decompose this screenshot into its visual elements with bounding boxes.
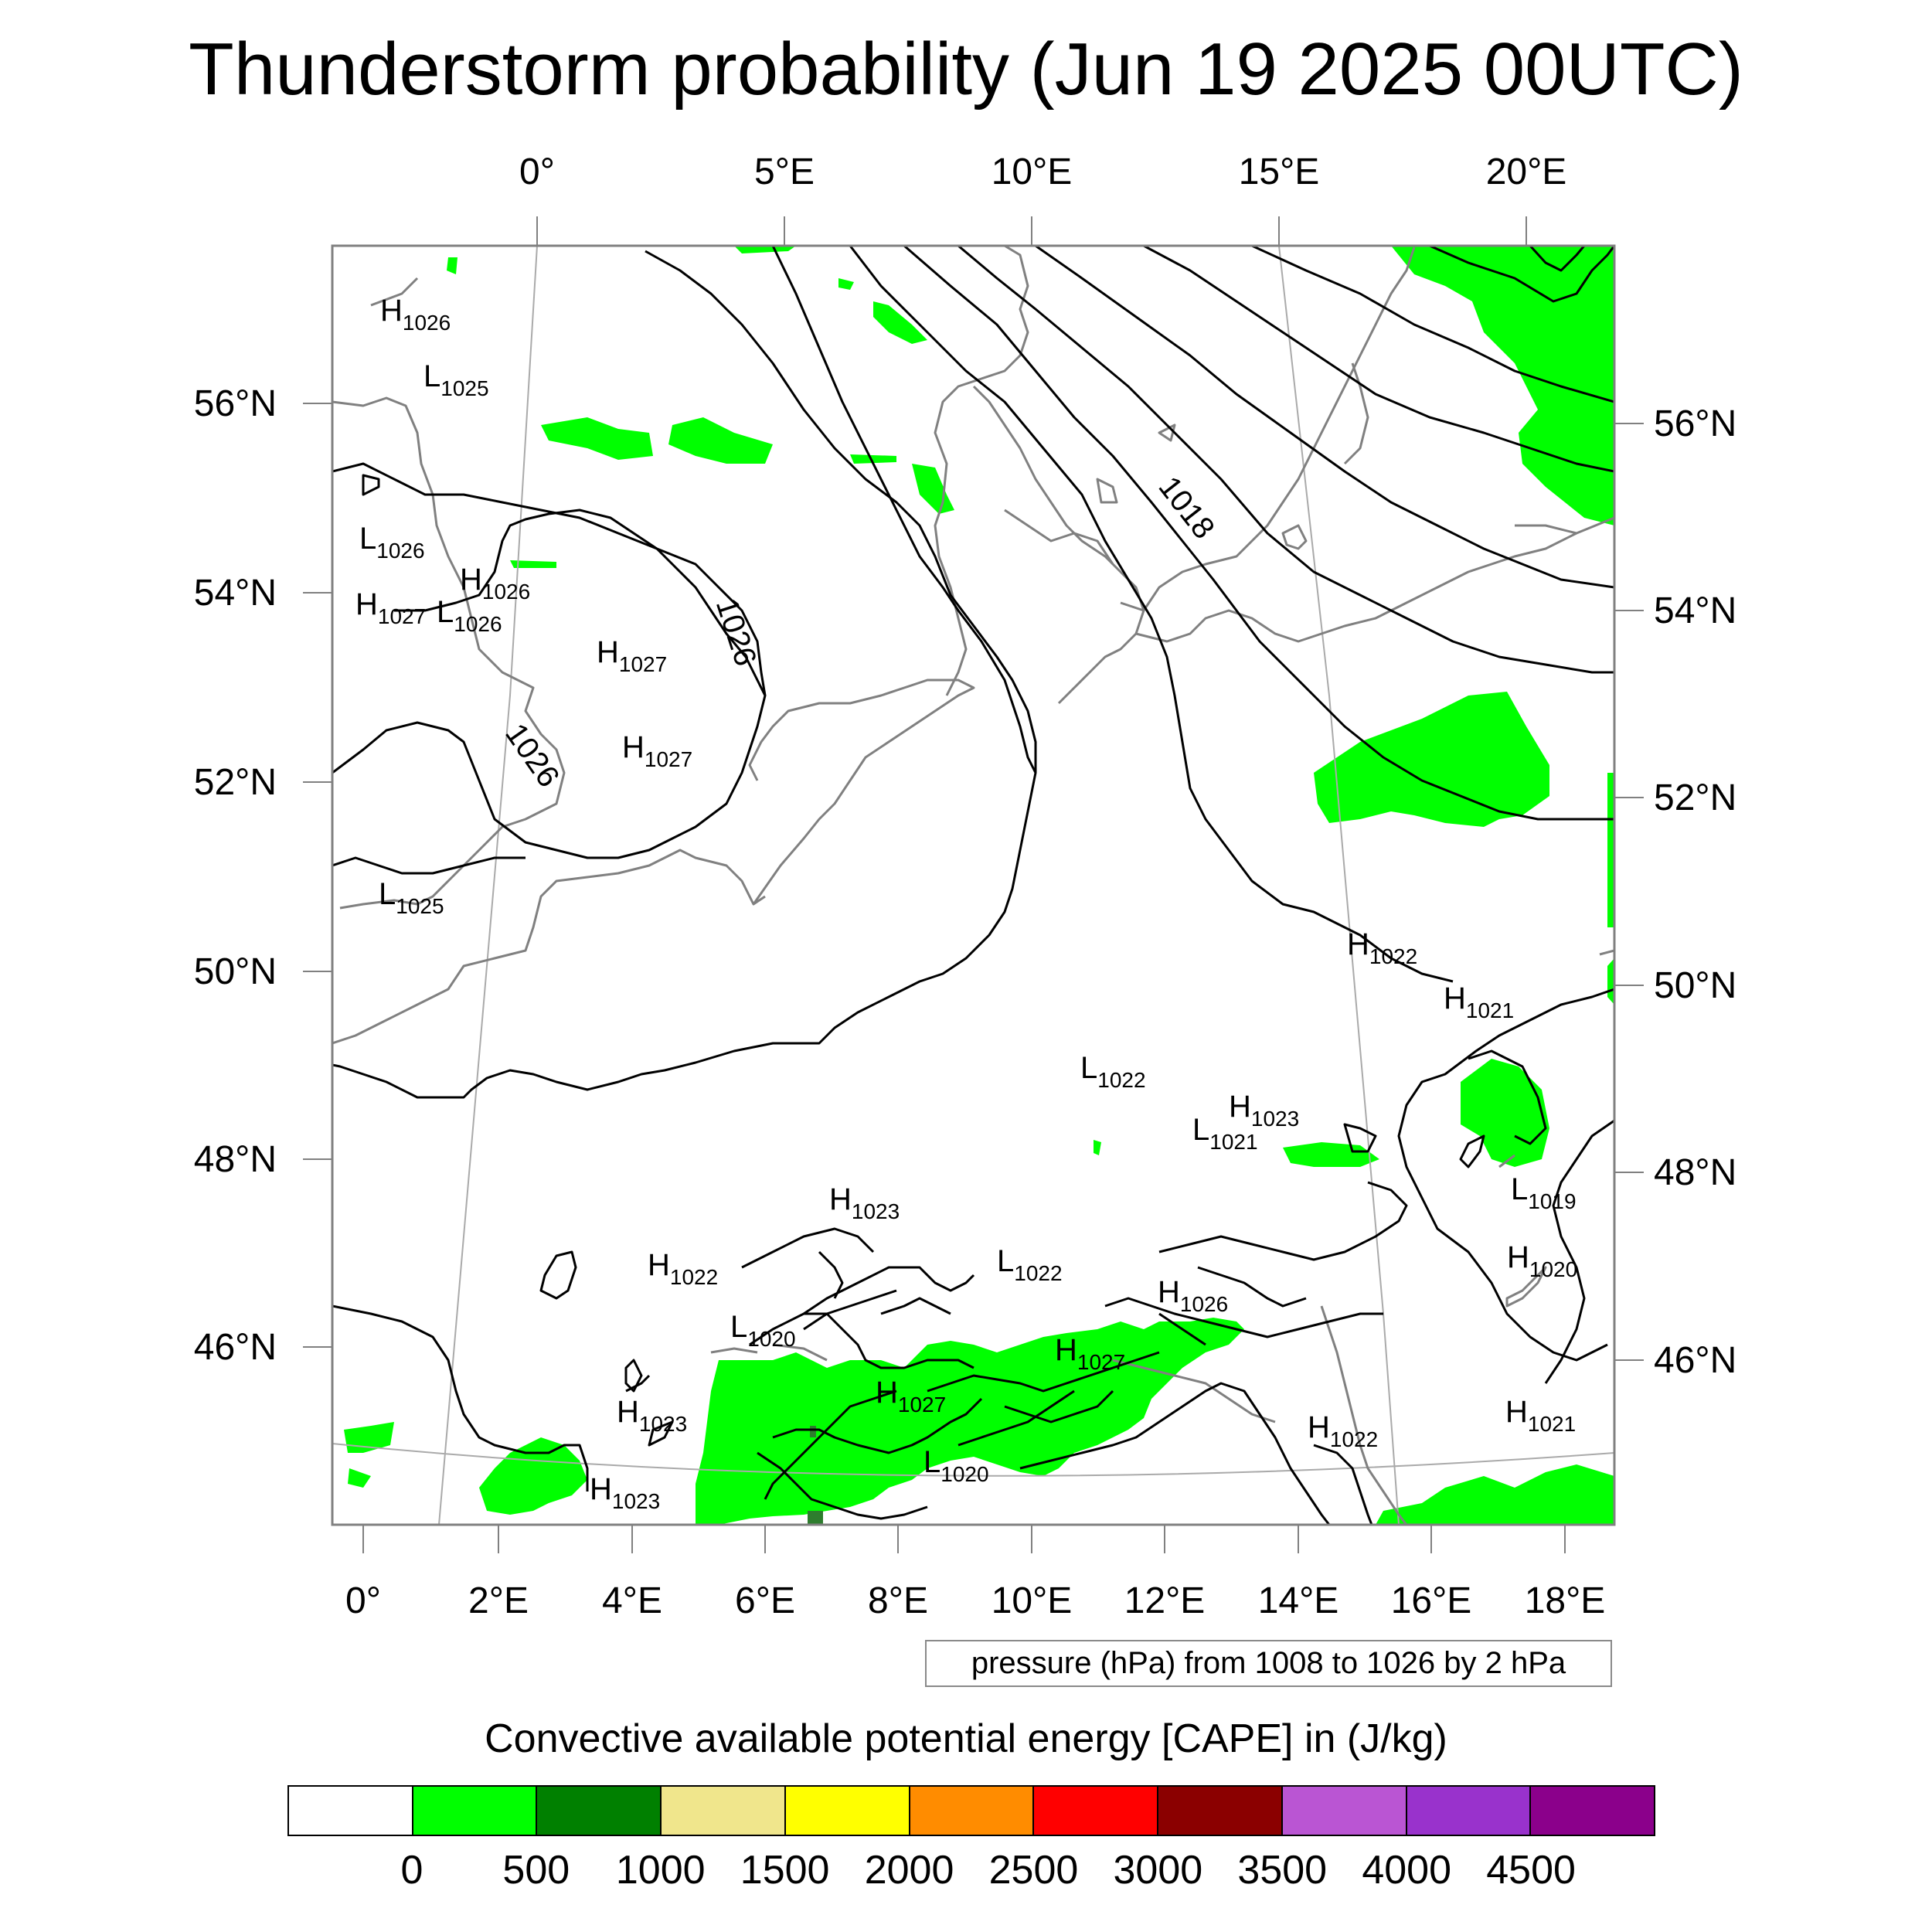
- isobar-label: 1026: [709, 594, 763, 670]
- right-lat-label: 52°N: [1654, 777, 1736, 818]
- pressure-center-label: H1023: [829, 1182, 900, 1223]
- pressure-center-label: H1022: [648, 1248, 718, 1289]
- pressure-center-label: H1023: [617, 1395, 687, 1436]
- pressure-center-label: L1022: [1080, 1051, 1146, 1092]
- pressure-center-label: H1027: [597, 635, 667, 676]
- left-lat-label: 56°N: [194, 383, 277, 424]
- colorbar-swatch: [289, 1787, 413, 1835]
- top-lon-label: 20°E: [1486, 151, 1567, 192]
- bottom-lon-label: 6°E: [735, 1580, 795, 1621]
- pressure-center-label: H1027: [355, 587, 426, 628]
- colorbar-swatch: [413, 1787, 538, 1835]
- cape-colorbar: [287, 1785, 1655, 1836]
- pressure-center-label: L1020: [923, 1445, 989, 1486]
- colorbar-title: Convective available potential energy [C…: [485, 1716, 1447, 1761]
- bottom-lon-label: 4°E: [602, 1580, 662, 1621]
- top-lon-label: 0°: [519, 151, 555, 192]
- colorbar-label: 0: [400, 1848, 423, 1893]
- map-title: Thunderstorm probability (Jun 19 2025 00…: [189, 28, 1743, 111]
- colorbar-label: 1500: [740, 1848, 830, 1893]
- pressure-center-label: L1026: [437, 595, 502, 636]
- left-lat-label: 48°N: [194, 1139, 277, 1180]
- pressure-center-label: L1022: [997, 1244, 1063, 1285]
- colorbar-labels: 0 500 1000 1500 2000 2500 3000 3500 4000 4500: [0, 1847, 1932, 1901]
- cape-areas: [344, 246, 1614, 1525]
- right-lat-label: 50°N: [1654, 965, 1736, 1006]
- pressure-center-label: H1022: [1308, 1410, 1378, 1451]
- bottom-lon-label: 2°E: [468, 1580, 529, 1621]
- pressure-center-label: H1023: [590, 1472, 660, 1513]
- pressure-center-label: H1023: [1229, 1090, 1299, 1131]
- colorbar-swatch: [910, 1787, 1035, 1835]
- colorbar-label: 3000: [1113, 1848, 1203, 1893]
- pressure-center-label: H1026: [1158, 1275, 1228, 1316]
- right-lat-label: 54°N: [1654, 590, 1736, 631]
- top-lon-label: 15°E: [1239, 151, 1320, 192]
- pressure-center-label: H1020: [1507, 1240, 1577, 1281]
- left-lat-label: 52°N: [194, 762, 277, 803]
- isobar-label: 1026: [498, 717, 566, 793]
- pressure-center-label: L1025: [423, 359, 489, 400]
- coastlines: [332, 246, 1614, 1525]
- right-lat-label: 46°N: [1654, 1340, 1736, 1381]
- colorbar-label: 4500: [1486, 1848, 1576, 1893]
- pressure-center-label: L1026: [359, 522, 425, 563]
- bottom-lon-label: 14°E: [1258, 1580, 1339, 1621]
- top-lon-label: 5°E: [754, 151, 815, 192]
- top-lon-label: 10°E: [992, 151, 1073, 192]
- colorbar-label: 1000: [615, 1848, 706, 1893]
- pressure-center-label: L1019: [1511, 1172, 1577, 1213]
- left-lat-label: 50°N: [194, 951, 277, 992]
- colorbar-swatch: [1406, 1787, 1532, 1835]
- pressure-center-label: H1022: [1347, 927, 1417, 968]
- colorbar-label: 2000: [864, 1848, 954, 1893]
- colorbar-swatch: [785, 1787, 910, 1835]
- isobar-label: 1018: [1152, 470, 1221, 545]
- colorbar-swatch: [662, 1787, 786, 1835]
- right-lat-label: 48°N: [1654, 1152, 1736, 1193]
- bottom-lon-label: 10°E: [992, 1580, 1073, 1621]
- pressure-center-label: H1026: [460, 563, 530, 604]
- bottom-lon-label: 8°E: [868, 1580, 928, 1621]
- right-lat-label: 56°N: [1654, 403, 1736, 444]
- colorbar-label: 2500: [988, 1848, 1079, 1893]
- bottom-lon-label: 0°: [345, 1580, 381, 1621]
- bottom-lon-label: 16°E: [1391, 1580, 1472, 1621]
- colorbar-swatch: [537, 1787, 662, 1835]
- left-lat-label: 54°N: [194, 573, 277, 614]
- pressure-center-label: H1021: [1505, 1395, 1576, 1436]
- graticule: [332, 246, 1614, 1525]
- pressure-center-label: L1021: [1192, 1113, 1258, 1154]
- bottom-lon-label: 18°E: [1525, 1580, 1606, 1621]
- colorbar-swatch: [1282, 1787, 1407, 1835]
- bottom-lon-label: 12°E: [1124, 1580, 1206, 1621]
- pressure-center-label: H1021: [1444, 981, 1514, 1022]
- pressure-center-label: H1027: [876, 1376, 946, 1417]
- pressure-center-label: H1026: [380, 294, 451, 335]
- colorbar-label: 4000: [1362, 1848, 1452, 1893]
- isobars: [332, 246, 1614, 1525]
- pressure-center-label: L1020: [730, 1310, 796, 1351]
- colorbar-label: 3500: [1237, 1848, 1328, 1893]
- colorbar-swatch: [1158, 1787, 1283, 1835]
- plot-frame: [331, 244, 1616, 1526]
- pressure-center-label: H1027: [622, 730, 692, 771]
- pressure-center-label: H1027: [1055, 1333, 1125, 1374]
- colorbar-label: 500: [502, 1848, 570, 1893]
- colorbar-swatch: [1531, 1787, 1655, 1835]
- colorbar-swatch: [1034, 1787, 1159, 1835]
- pressure-center-label: L1025: [379, 877, 444, 918]
- contour-note: pressure (hPa) from 1008 to 1026 by 2 hP…: [925, 1640, 1612, 1687]
- left-lat-label: 46°N: [194, 1327, 277, 1368]
